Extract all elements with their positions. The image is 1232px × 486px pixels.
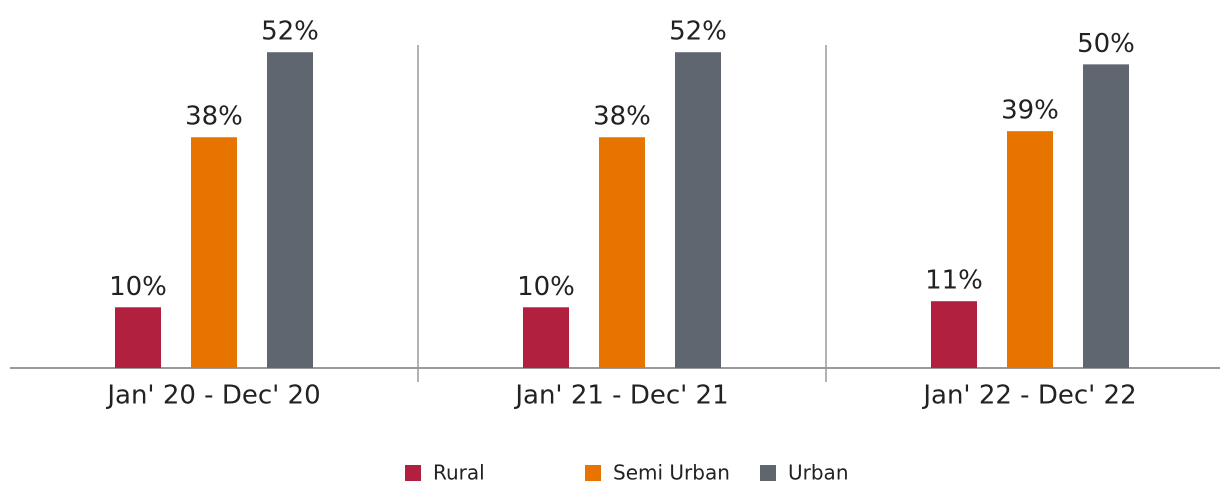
bar [191, 137, 237, 368]
bar [599, 137, 645, 368]
data-label: 10% [109, 272, 167, 302]
data-label: 10% [517, 272, 575, 302]
data-label: 50% [1077, 29, 1135, 59]
x-tick-label: Jan' 20 - Dec' 20 [105, 381, 320, 411]
bar [1007, 131, 1053, 368]
data-label: 38% [593, 102, 651, 132]
legend-swatch [760, 465, 776, 481]
legend-label: Semi Urban [613, 461, 730, 485]
data-label: 52% [261, 17, 319, 47]
legend-swatch [585, 465, 601, 481]
bar [267, 52, 313, 369]
bar [523, 307, 569, 368]
bar [1083, 64, 1129, 368]
legend-swatch [405, 465, 421, 481]
data-label: 11% [925, 266, 983, 296]
x-tick-label: Jan' 22 - Dec' 22 [921, 381, 1136, 411]
data-label: 38% [185, 102, 243, 132]
bar [115, 307, 161, 368]
legend-label: Urban [788, 461, 849, 485]
bar [931, 301, 977, 368]
legend-label: Rural [433, 461, 485, 485]
data-label: 52% [669, 17, 727, 47]
data-label: 39% [1001, 96, 1059, 126]
x-tick-label: Jan' 21 - Dec' 21 [513, 381, 728, 411]
bar [675, 52, 721, 369]
